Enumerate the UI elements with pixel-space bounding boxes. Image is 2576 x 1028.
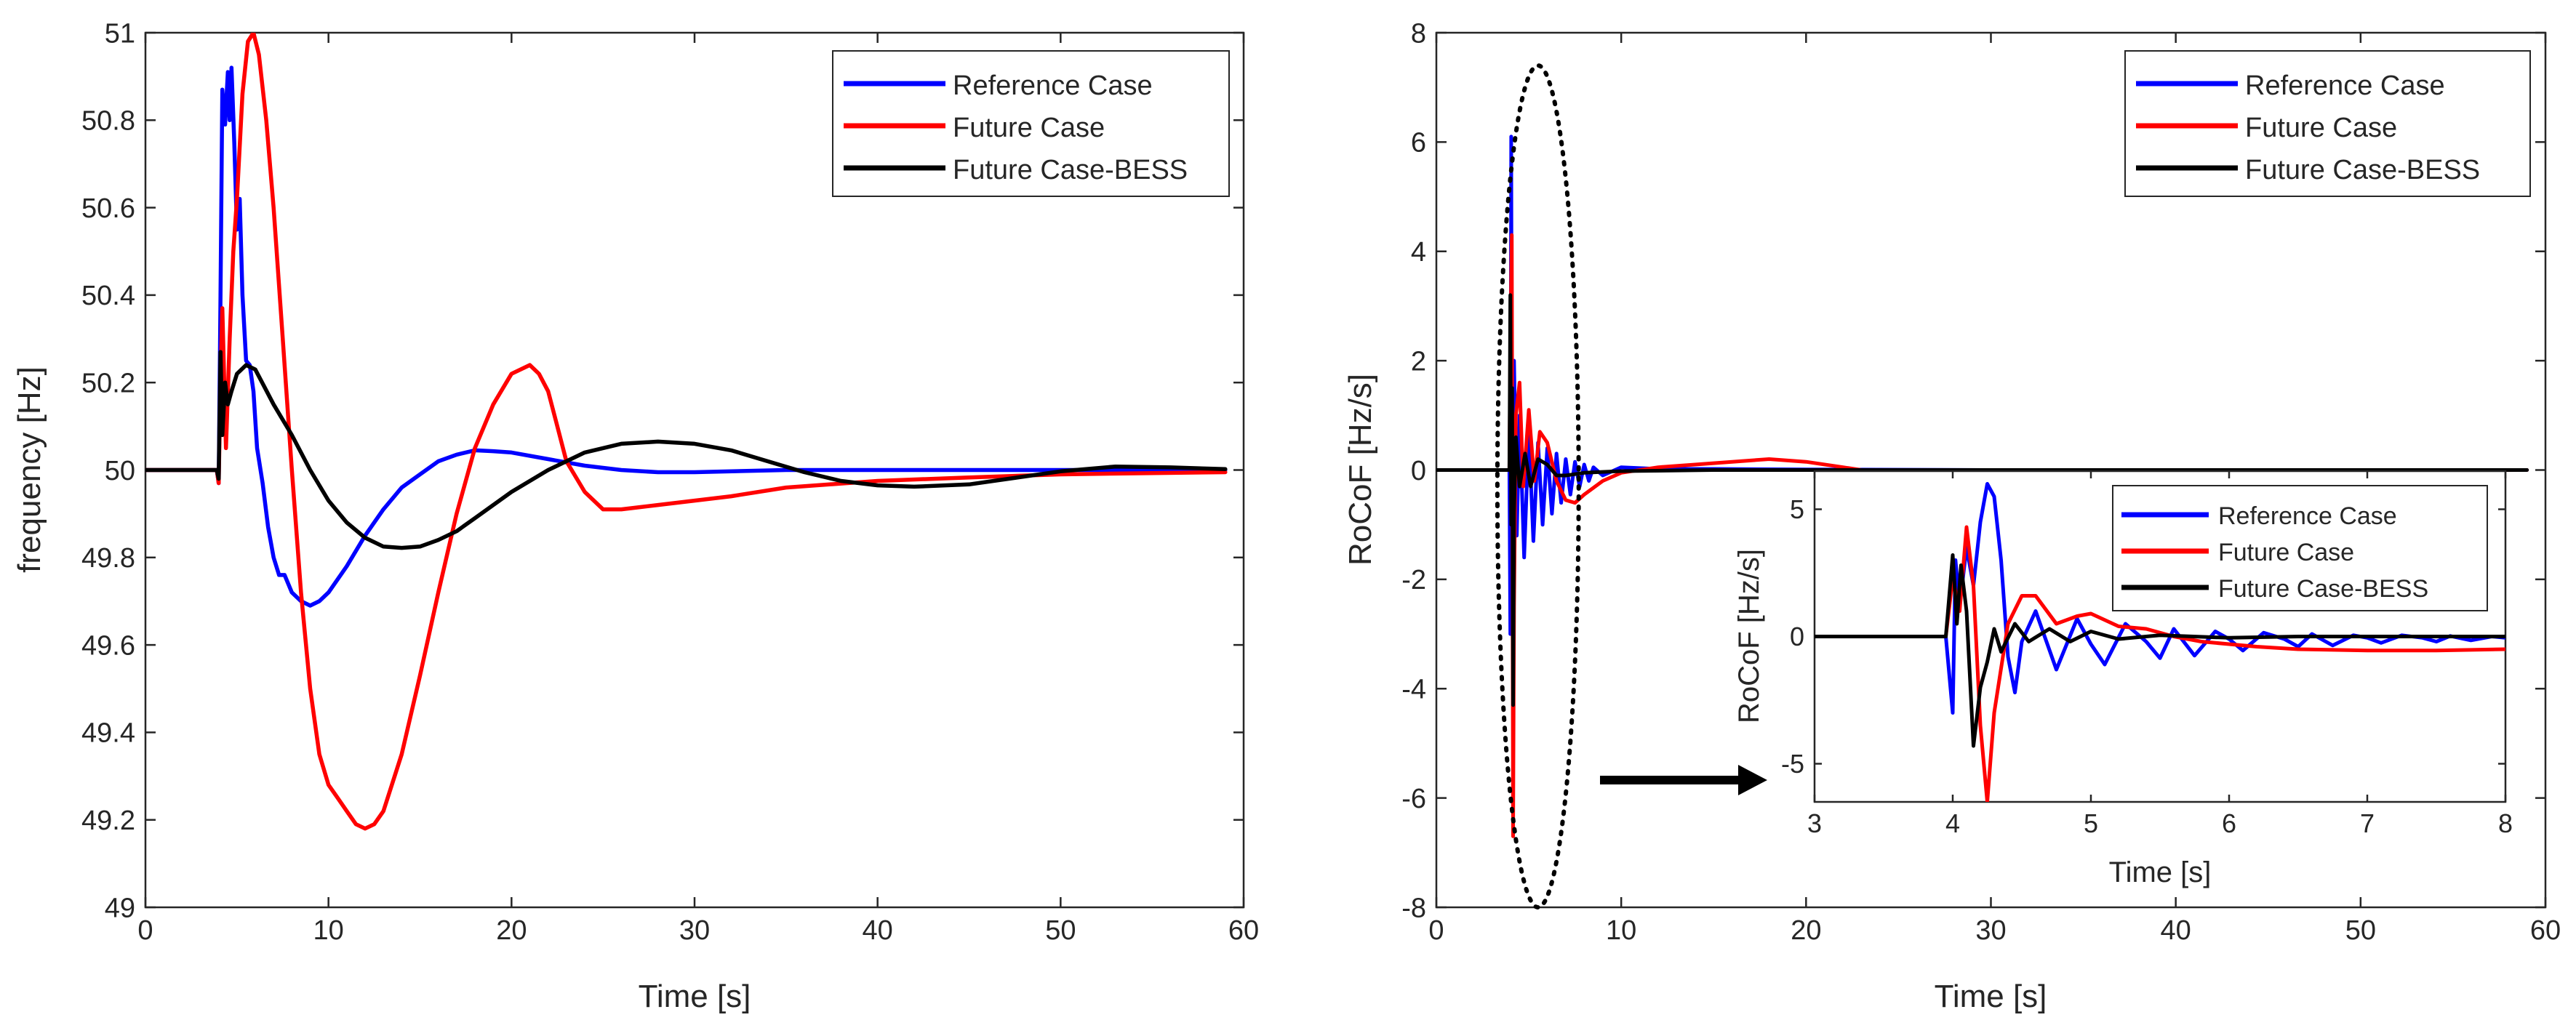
figure: 0 10 20 30 40 50 60 4949.249.449.649.85050.250… <box>0 0 2576 1028</box>
frequency-y-tick-label: 49 <box>105 893 135 923</box>
inset-legend-label-future: Future Case <box>2218 539 2354 566</box>
inset-y-axis-label: RoCoF [Hz/s] <box>1733 549 1765 723</box>
frequency-y-axis-label: frequency [Hz] <box>12 366 47 573</box>
frequency-legend-label-bess: Future Case-BESS <box>953 155 1188 185</box>
frequency-y-tick-label: 50.6 <box>81 193 135 224</box>
frequency-legend-label-future: Future Case <box>953 113 1105 143</box>
frequency-y-tick-label: 49.6 <box>81 630 135 661</box>
inset-y-tick-label: 0 <box>1790 622 1804 651</box>
frequency-x-tick-label: 40 <box>863 915 893 946</box>
rocof-y-tick-label: 4 <box>1411 237 1426 268</box>
inset-x-axis-label: Time [s] <box>2109 856 2212 888</box>
inset-legend-label-reference: Reference Case <box>2218 502 2397 530</box>
inset-x-tick-label: 6 <box>2222 808 2236 838</box>
rocof-y-tick-label: -2 <box>1401 565 1426 595</box>
frequency-legend-label-reference: Reference Case <box>953 71 1153 101</box>
frequency-y-tick-label: 51 <box>105 18 135 49</box>
rocof-y-tick-label: -6 <box>1401 784 1426 814</box>
frequency-x-tick-label: 30 <box>679 915 710 946</box>
inset-x-tick-label: 8 <box>2498 808 2513 838</box>
rocof-legend: Reference Case Future Case Future Case-B… <box>2125 51 2530 196</box>
inset-x-tick-label: 3 <box>1807 808 1822 838</box>
rocof-legend-label-reference: Reference Case <box>2245 71 2445 101</box>
rocof-y-axis-label: RoCoF [Hz/s] <box>1343 374 1378 566</box>
frequency-x-tick-label: 10 <box>313 915 344 946</box>
frequency-chart: 0 10 20 30 40 50 60 49 49.2 49.4 49.6 49.8 50 50.2 50… <box>12 18 1259 1014</box>
rocof-x-tick-label: 40 <box>2161 915 2191 946</box>
rocof-x-tick-label: 50 <box>2345 915 2376 946</box>
frequency-y-tick-label: 50 <box>105 456 135 486</box>
frequency-y-tick-label: 49.2 <box>81 806 135 836</box>
inset-x-tick-label: 5 <box>2084 808 2098 838</box>
rocof-legend-label-future: Future Case <box>2245 113 2397 143</box>
rocof-x-axis-label: Time [s] <box>1935 979 2047 1014</box>
frequency-y-tick-label: 50.4 <box>81 281 135 311</box>
rocof-x-tick-label: 30 <box>1975 915 2006 946</box>
inset-y-tick-label: -5 <box>1781 749 1804 779</box>
inset-legend: Reference Case Future Case Future Case-B… <box>2113 486 2487 611</box>
rocof-x-tick-label: 20 <box>1791 915 1821 946</box>
rocof-y-tick-label: 0 <box>1411 456 1426 486</box>
frequency-x-axis-label: Time [s] <box>639 979 751 1014</box>
rocof-y-tick-label: 2 <box>1411 346 1426 377</box>
rocof-x-tick-label: 0 <box>1428 915 1444 946</box>
rocof-legend-label-bess: Future Case-BESS <box>2245 155 2480 185</box>
rocof-y-tick-label: 8 <box>1411 18 1426 49</box>
frequency-y-tick-label: 50.2 <box>81 369 135 399</box>
frequency-x-tick-label: 20 <box>496 915 527 946</box>
inset-y-tick-label: 5 <box>1790 494 1804 524</box>
frequency-legend: Reference Case Future Case Future Case-B… <box>833 51 1229 196</box>
inset-x-tick-label: 7 <box>2360 808 2375 838</box>
frequency-y-tick-label: 50.8 <box>81 106 135 137</box>
frequency-y-tick-label: 49.8 <box>81 543 135 574</box>
frequency-x-tick-label: 50 <box>1045 915 1076 946</box>
rocof-x-tick-label: 10 <box>1606 915 1636 946</box>
frequency-y-tick-label: 49.4 <box>81 718 135 749</box>
frequency-x-tick-label: 60 <box>1228 915 1259 946</box>
inset-x-tick-label: 4 <box>1945 808 1960 838</box>
frequency-x-tick-label: 0 <box>137 915 153 946</box>
rocof-x-tick-label: 60 <box>2530 915 2561 946</box>
rocof-y-tick-label: 6 <box>1411 128 1426 158</box>
rocof-y-tick-label: -8 <box>1401 893 1426 923</box>
inset-legend-label-bess: Future Case-BESS <box>2218 575 2428 603</box>
rocof-y-tick-label: -4 <box>1401 675 1426 705</box>
